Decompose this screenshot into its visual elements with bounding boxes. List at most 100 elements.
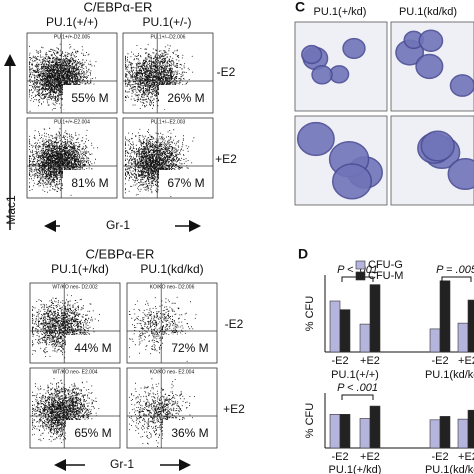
y-axis-label: Mac1 — [4, 195, 18, 225]
plot-header: WT/KO neo- D2.002 — [52, 284, 98, 290]
p-value: P = .005 — [436, 264, 474, 276]
flow-plot: PU.1+/--E2.003 67% M — [122, 117, 214, 199]
bar — [339, 309, 351, 353]
flow-plot: KO/KO neo- E2.004 36% M — [126, 367, 218, 449]
x-tick-label: -E2 — [431, 355, 448, 367]
label-bg — [163, 335, 216, 359]
plot-header: KO/KO neo- E2.004 — [150, 369, 195, 375]
dots — [129, 296, 197, 362]
cell — [420, 130, 455, 162]
bar — [457, 322, 469, 353]
x-tick-label: +E2 — [360, 355, 380, 367]
flow-plot: WT/KO neo- E2.004 65% M — [29, 367, 121, 449]
cell — [415, 53, 444, 80]
flow-plot: PU.1+/+-D2.005 55% M — [26, 32, 118, 114]
flow-plot: WT/KO neo- D2.002 44% M — [29, 282, 121, 364]
cell — [447, 158, 474, 191]
x-axis-label: Gr-1 — [110, 457, 134, 471]
legend-label: CFU-M — [368, 270, 403, 282]
column-label: PU.1(+/kd) — [51, 262, 109, 276]
significance-bracket — [441, 276, 472, 282]
cell — [342, 37, 366, 60]
column-label: PU.1(kd/kd) — [399, 6, 457, 18]
legend-label: CFU-G — [368, 259, 403, 271]
bar — [429, 419, 441, 449]
row-label: +E2 — [223, 402, 245, 416]
column-label: PU.1(+/+) — [46, 15, 98, 29]
percent-label: 36% M — [171, 426, 208, 440]
cell — [418, 29, 444, 53]
percent-label: 26% M — [167, 91, 204, 105]
bar — [329, 300, 341, 353]
group-label: PU.1(kd/kd) — [425, 464, 474, 474]
bar — [329, 414, 341, 449]
cell — [331, 163, 373, 200]
label-bg — [159, 170, 212, 194]
panel-title: C/EBPα-ER — [84, 0, 153, 14]
percent-label: 67% M — [167, 176, 204, 190]
bar — [467, 409, 474, 449]
row-label: +E2 — [215, 152, 237, 166]
x-tick-label: +E2 — [458, 355, 474, 367]
flow-plot: PU.1+/--D2.006 26% M — [122, 32, 214, 114]
percent-label: 55% M — [71, 91, 108, 105]
percent-label: 44% M — [74, 341, 111, 355]
row-label: -E2 — [225, 317, 244, 331]
dots — [125, 128, 195, 197]
bar — [339, 414, 351, 449]
bar — [457, 418, 469, 449]
x-tick-label: -E2 — [331, 355, 348, 367]
panel-title: C/EBPα-ER — [86, 246, 155, 261]
group-label: PU.1(+/+) — [331, 369, 379, 381]
legend-swatch — [355, 260, 366, 270]
plot-header: PU.1+/+-D2.005 — [54, 34, 90, 40]
bar — [369, 284, 381, 353]
bar — [467, 299, 474, 353]
significance-bracket — [341, 394, 374, 400]
dots — [125, 44, 194, 110]
label-bg — [63, 85, 116, 109]
label-bg — [66, 420, 119, 444]
plot-header: KO/KO neo- D2.006 — [150, 284, 195, 290]
bar — [359, 418, 371, 449]
cell — [449, 74, 474, 97]
column-label: PU.1(kd/kd) — [140, 262, 203, 276]
plot-header: PU.1+/--E2.003 — [151, 119, 186, 125]
label-bg — [159, 85, 212, 109]
y-axis-label: % CFU — [304, 296, 316, 332]
label-bg — [66, 335, 119, 359]
percent-label: 65% M — [74, 426, 111, 440]
flow-plot: KO/KO neo- D2.006 72% M — [126, 282, 218, 364]
bar — [369, 405, 381, 449]
cell — [311, 65, 333, 85]
cell — [301, 44, 323, 65]
bar — [359, 323, 371, 353]
label-bg — [163, 420, 216, 444]
cell — [296, 121, 335, 157]
bar — [439, 416, 451, 449]
panel-letter: D — [298, 246, 308, 262]
group-label: PU.1(+/kd) — [329, 464, 382, 474]
x-axis-label: Gr-1 — [106, 218, 130, 232]
p-value: P < .001 — [337, 264, 378, 276]
dots — [29, 127, 99, 196]
dots — [32, 378, 100, 443]
y-axis-label: % CFU — [304, 403, 316, 439]
p-value: P < .001 — [337, 382, 378, 394]
x-tick-label: -E2 — [431, 451, 448, 463]
x-tick-label: +E2 — [360, 451, 380, 463]
row-label: -E2 — [217, 65, 236, 79]
percent-label: 72% M — [171, 341, 208, 355]
panel-letter: C — [295, 0, 305, 15]
label-bg — [63, 170, 116, 194]
x-tick-label: -E2 — [331, 451, 348, 463]
percent-label: 81% M — [71, 176, 108, 190]
legend-swatch — [355, 271, 366, 281]
column-label: PU.1(+/kd) — [314, 6, 367, 18]
plot-header: PU.1+/+-E2.004 — [54, 119, 90, 125]
bar — [429, 328, 441, 353]
plot-header: WT/KO neo- E2.004 — [52, 369, 97, 375]
x-tick-label: +E2 — [458, 451, 474, 463]
column-label: PU.1(+/-) — [142, 15, 191, 29]
